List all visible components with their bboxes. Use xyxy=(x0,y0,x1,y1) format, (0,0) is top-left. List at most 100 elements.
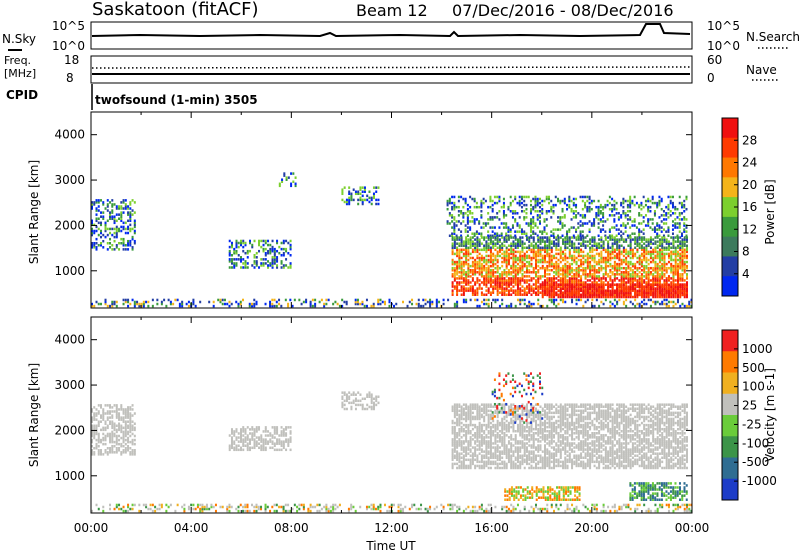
range-gate xyxy=(487,230,490,233)
range-gate xyxy=(537,236,540,239)
range-gate xyxy=(131,438,134,442)
range-gate xyxy=(471,244,474,247)
range-gate xyxy=(595,242,598,245)
range-gate xyxy=(289,239,292,243)
range-gate xyxy=(91,430,93,434)
range-gate xyxy=(253,304,256,308)
range-gate xyxy=(580,242,583,245)
range-gate xyxy=(251,304,254,308)
range-gate xyxy=(332,302,335,306)
range-gate xyxy=(582,268,585,272)
range-gate xyxy=(91,440,93,444)
range-gate xyxy=(264,428,267,431)
range-gate xyxy=(672,291,675,294)
range-gate xyxy=(483,298,486,302)
range-gate xyxy=(271,266,274,269)
range-gate xyxy=(249,432,252,435)
range-gate xyxy=(615,234,618,237)
range-gate xyxy=(681,252,684,256)
range-gate xyxy=(626,222,629,225)
range-gate xyxy=(100,451,103,454)
range-gate xyxy=(420,304,423,308)
range-gate xyxy=(631,283,634,286)
range-gate xyxy=(557,283,560,286)
range-gate xyxy=(478,220,481,223)
range-gate xyxy=(553,293,556,297)
range-gate xyxy=(145,505,148,509)
range-gate xyxy=(129,416,132,419)
range-gate xyxy=(230,442,233,445)
range-gate xyxy=(532,197,535,201)
range-gate xyxy=(503,240,506,243)
range-gate xyxy=(649,304,652,308)
range-gate xyxy=(588,228,591,231)
range-gate xyxy=(160,503,163,507)
range-gate xyxy=(548,281,551,284)
range-gate xyxy=(616,254,619,258)
range-gate xyxy=(649,236,652,239)
range-gate xyxy=(244,444,247,447)
range-gate xyxy=(514,281,517,284)
range-gate xyxy=(106,209,109,212)
range-gate xyxy=(546,507,549,511)
freq-label: Freq. xyxy=(4,54,31,67)
range-gate xyxy=(618,298,621,302)
range-gate xyxy=(460,273,463,276)
range-gate xyxy=(465,244,468,247)
range-gate xyxy=(104,223,107,227)
range-gate xyxy=(523,254,526,258)
range-gate xyxy=(656,236,659,239)
range-gate xyxy=(545,210,548,213)
range-gate xyxy=(607,244,610,247)
power-cbar-label: Power [dB] xyxy=(763,179,777,244)
range-gate xyxy=(483,256,486,260)
range-gate xyxy=(244,264,247,267)
range-gate xyxy=(546,503,549,507)
range-gate xyxy=(131,451,134,454)
range-gate xyxy=(462,220,465,223)
range-gate xyxy=(566,295,569,299)
range-gate xyxy=(129,207,132,210)
range-gate xyxy=(625,289,628,293)
range-gate xyxy=(505,264,508,268)
range-gate xyxy=(638,275,641,278)
range-gate xyxy=(510,264,513,268)
range-gate xyxy=(273,256,276,259)
range-gate xyxy=(532,216,535,219)
range-gate xyxy=(559,293,562,297)
range-gate xyxy=(598,287,601,291)
range-gate xyxy=(91,418,93,421)
range-gate xyxy=(625,268,628,272)
range-gate xyxy=(645,509,648,513)
range-gate xyxy=(512,240,515,243)
range-gate xyxy=(546,244,549,247)
range-gate xyxy=(589,287,592,291)
range-gate xyxy=(359,188,362,191)
range-gate xyxy=(589,256,592,260)
range-gate xyxy=(122,412,125,415)
range-gate xyxy=(525,287,528,290)
range-gate xyxy=(448,214,451,217)
range-gate xyxy=(593,218,596,221)
range-gate xyxy=(676,507,679,511)
range-gate xyxy=(95,229,98,233)
range-gate xyxy=(102,426,105,430)
range-gate xyxy=(626,234,629,237)
range-gate xyxy=(683,248,686,252)
range-gate xyxy=(181,505,184,509)
range-gate xyxy=(246,436,249,439)
range-gate xyxy=(629,507,632,511)
range-gate xyxy=(552,205,555,209)
range-gate xyxy=(595,507,598,511)
range-gate xyxy=(474,260,477,264)
range-gate xyxy=(471,250,474,254)
range-gate xyxy=(95,237,98,241)
range-gate xyxy=(320,298,323,302)
range-gate xyxy=(496,289,499,292)
range-gate xyxy=(501,287,504,290)
range-gate xyxy=(476,256,479,260)
range-gate xyxy=(512,507,515,511)
range-gate xyxy=(476,238,479,241)
range-gate xyxy=(625,295,628,299)
